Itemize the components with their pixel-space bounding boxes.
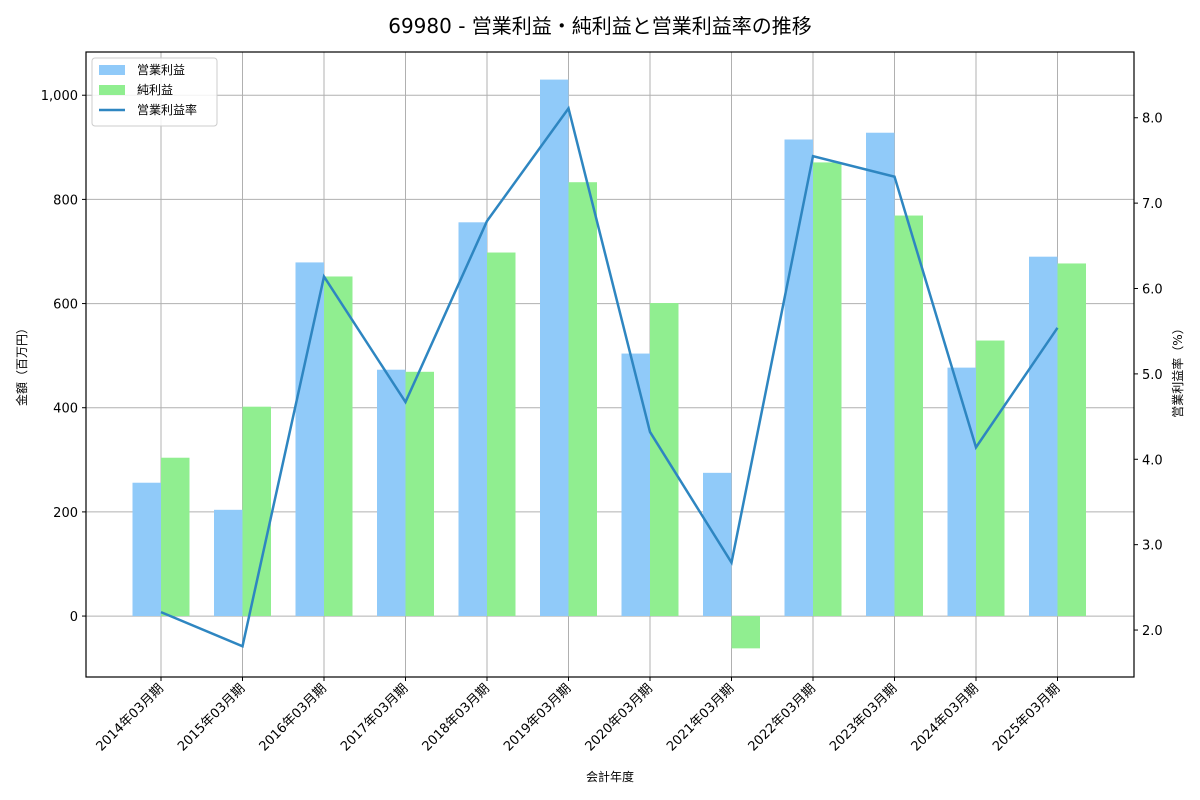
svg-text:2025年03月期: 2025年03月期 — [990, 681, 1063, 754]
bar — [650, 303, 679, 617]
svg-text:2021年03月期: 2021年03月期 — [664, 681, 737, 754]
bar — [947, 367, 976, 617]
bar — [295, 262, 324, 617]
bar — [487, 252, 516, 617]
svg-text:8.0: 8.0 — [1142, 112, 1163, 127]
bar — [784, 139, 813, 617]
svg-text:4.0: 4.0 — [1142, 453, 1163, 468]
bar — [458, 222, 487, 617]
svg-text:2014年03月期: 2014年03月期 — [94, 681, 167, 754]
svg-text:0: 0 — [70, 610, 78, 625]
svg-text:5.0: 5.0 — [1142, 368, 1163, 383]
svg-text:2023年03月期: 2023年03月期 — [827, 681, 900, 754]
y-axis-left: 0 200 400 600 800 1,000 — [41, 89, 86, 625]
bar — [132, 482, 161, 617]
svg-text:営業利益: 営業利益 — [137, 63, 185, 77]
svg-text:2017年03月期: 2017年03月期 — [338, 681, 411, 754]
bar — [703, 472, 732, 617]
y-axis-right: 2.0 3.0 4.0 5.0 6.0 7.0 8.0 — [1134, 112, 1163, 639]
bar — [976, 340, 1005, 617]
bar — [813, 162, 842, 617]
line-series — [160, 105, 1059, 648]
bar — [894, 215, 923, 617]
y-axis-label: 金額（百万円） — [14, 322, 29, 406]
svg-text:7.0: 7.0 — [1142, 197, 1163, 212]
x-axis: 2014年03月期 2015年03月期 2016年03月期 2017年03月期 2018… — [94, 677, 1063, 755]
svg-text:200: 200 — [53, 506, 78, 521]
bar — [540, 79, 569, 617]
svg-text:2024年03月期: 2024年03月期 — [909, 681, 982, 754]
bar — [405, 371, 434, 617]
plot-frame — [85, 51, 1135, 678]
svg-text:2019年03月期: 2019年03月期 — [501, 681, 574, 754]
bar — [377, 369, 406, 617]
bar — [1057, 263, 1086, 617]
svg-text:2018年03月期: 2018年03月期 — [420, 681, 493, 754]
svg-text:2022年03月期: 2022年03月期 — [746, 681, 819, 754]
bar — [214, 509, 243, 617]
svg-text:6.0: 6.0 — [1142, 283, 1163, 298]
svg-text:2016年03月期: 2016年03月期 — [257, 681, 330, 754]
svg-text:純利益: 純利益 — [137, 83, 173, 97]
y2-axis-label: 営業利益率（%） — [1170, 322, 1185, 417]
bar — [324, 276, 353, 617]
bar — [731, 616, 760, 649]
bar — [161, 457, 190, 617]
svg-text:600: 600 — [53, 298, 78, 313]
chart-title: 69980 - 営業利益・純利益と営業利益率の推移 — [388, 14, 812, 38]
svg-text:営業利益率: 営業利益率 — [137, 102, 197, 117]
bar-series — [132, 79, 1086, 649]
svg-text:800: 800 — [53, 193, 78, 208]
bar — [866, 132, 895, 617]
bar — [621, 353, 650, 617]
svg-text:1,000: 1,000 — [41, 89, 78, 104]
bar — [1029, 256, 1058, 617]
svg-text:400: 400 — [53, 402, 78, 417]
svg-text:2015年03月期: 2015年03月期 — [175, 681, 248, 754]
bar — [568, 182, 597, 617]
svg-text:2.0: 2.0 — [1142, 624, 1163, 639]
svg-text:3.0: 3.0 — [1142, 539, 1163, 554]
svg-text:2020年03月期: 2020年03月期 — [583, 681, 656, 754]
x-axis-label: 会計年度 — [586, 769, 634, 784]
